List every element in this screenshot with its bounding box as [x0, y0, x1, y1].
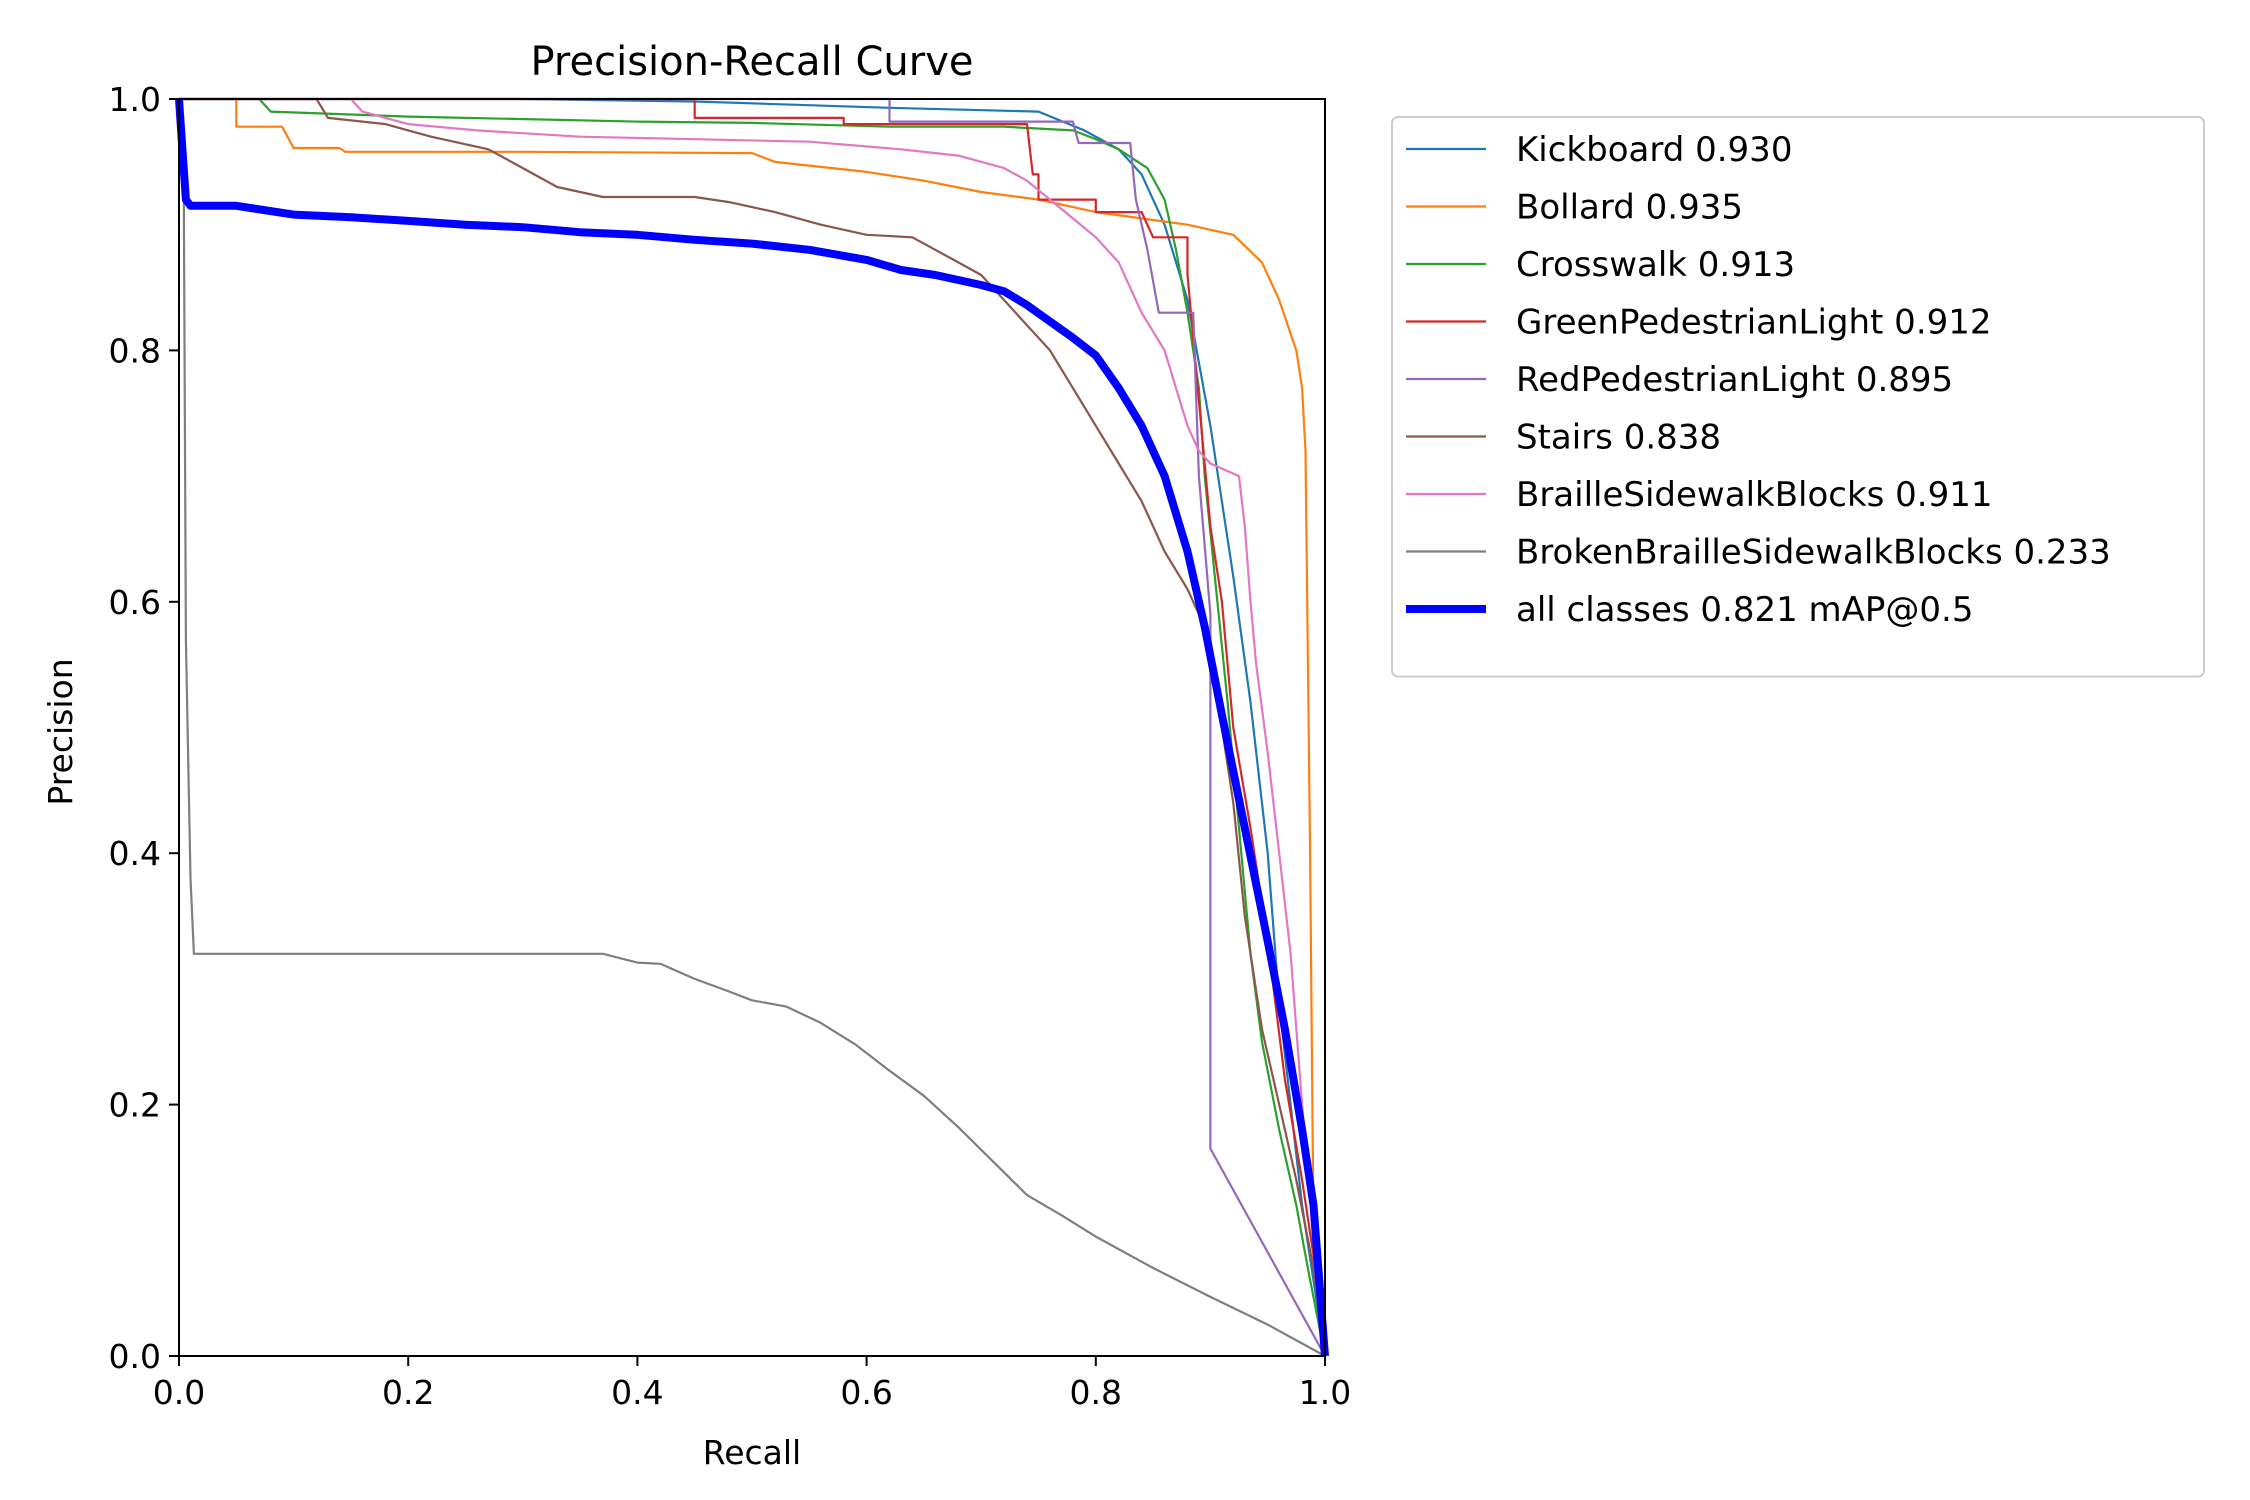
series-line-8	[175, 98, 1329, 1357]
y-tick-label: 0.4	[109, 834, 161, 873]
series-line-6	[179, 97, 1327, 1357]
y-tick-label: 0.0	[109, 1337, 161, 1376]
legend-label: all classes 0.821 mAP@0.5	[1516, 590, 1973, 630]
x-tick-label: 1.0	[1299, 1373, 1351, 1412]
legend-entry: BrokenBrailleSidewalkBlocks 0.233	[1406, 533, 2111, 573]
series-line-1	[179, 97, 1327, 1357]
legend-entry: all classes 0.821 mAP@0.5	[1406, 590, 1973, 630]
y-axis: 0.0 0.2 0.4 0.6 0.8 1.0	[109, 80, 179, 1376]
series-line-5	[179, 97, 1327, 1357]
series-line-4	[179, 97, 1326, 1357]
legend-label: Crosswalk 0.913	[1516, 245, 1795, 285]
y-tick-label: 0.6	[109, 583, 161, 622]
x-tick-label: 0.6	[840, 1373, 892, 1412]
series-line-7	[177, 98, 1326, 1357]
y-tick-label: 1.0	[109, 80, 161, 119]
legend-label: BrokenBrailleSidewalkBlocks 0.233	[1516, 533, 2111, 573]
plot-frame	[178, 98, 1326, 1357]
x-tick-label: 0.4	[611, 1373, 663, 1412]
legend-entry: BrailleSidewalkBlocks 0.911	[1406, 475, 1993, 515]
legend-entry: RedPedestrianLight 0.895	[1406, 360, 1953, 400]
legend-label: RedPedestrianLight 0.895	[1516, 360, 1953, 400]
series-line-2	[179, 97, 1327, 1357]
x-tick-label: 0.8	[1070, 1373, 1122, 1412]
y-tick-label: 0.2	[109, 1086, 161, 1125]
legend-entry: Stairs 0.838	[1406, 418, 1721, 458]
x-axis: 0.0 0.2 0.4 0.6 0.8 1.0	[153, 1356, 1351, 1412]
legend-label: Stairs 0.838	[1516, 418, 1721, 458]
series-group	[175, 97, 1329, 1357]
y-tick-label: 0.8	[109, 331, 161, 370]
legend-entry: Kickboard 0.930	[1406, 130, 1792, 170]
legend-box	[1391, 116, 2205, 678]
legend: Kickboard 0.930 Bollard 0.935 Crosswalk 0.…	[1391, 116, 2205, 678]
series-line-0	[179, 97, 1327, 1357]
series-line-3	[179, 97, 1327, 1357]
legend-entry: Crosswalk 0.913	[1406, 245, 1795, 285]
legend-label: Kickboard 0.930	[1516, 130, 1792, 170]
x-tick-label: 0.2	[382, 1373, 434, 1412]
legend-label: BrailleSidewalkBlocks 0.911	[1516, 475, 1993, 515]
x-tick-label: 0.0	[153, 1373, 205, 1412]
y-axis-title: Precision	[41, 658, 80, 805]
legend-entry: GreenPedestrianLight 0.912	[1406, 303, 1992, 343]
legend-label: GreenPedestrianLight 0.912	[1516, 303, 1992, 343]
chart-title: Precision-Recall Curve	[531, 39, 974, 85]
legend-entry: Bollard 0.935	[1406, 188, 1743, 228]
legend-label: Bollard 0.935	[1516, 188, 1743, 228]
x-axis-title: Recall	[703, 1433, 801, 1472]
